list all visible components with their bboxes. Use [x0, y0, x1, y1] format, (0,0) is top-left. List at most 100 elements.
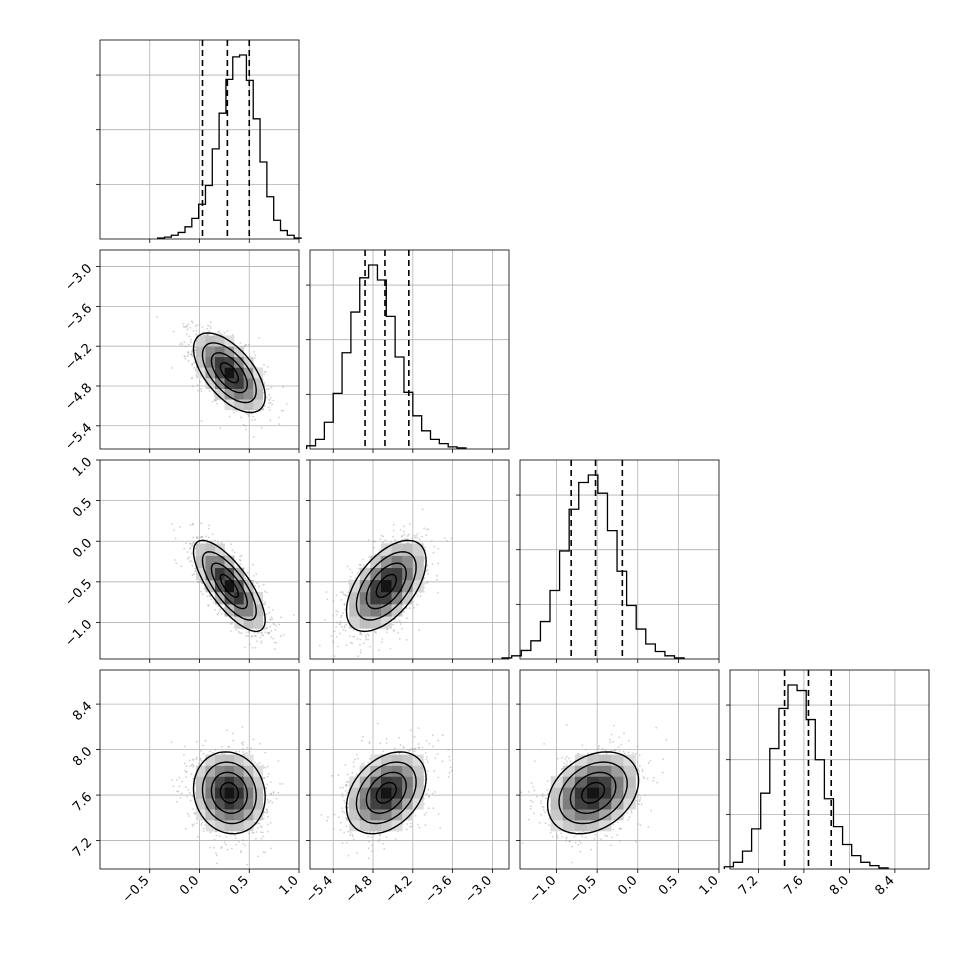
scatter-point — [247, 635, 250, 638]
scatter-point — [385, 631, 388, 634]
scatter-point — [269, 419, 272, 422]
density-1-0 — [192, 332, 266, 414]
scatter-point — [403, 611, 406, 613]
scatter-point — [248, 643, 251, 646]
density-cell — [224, 579, 235, 593]
density-cell — [195, 543, 206, 556]
scatter-point — [213, 393, 216, 396]
scatter-point — [278, 423, 281, 425]
scatter-point — [181, 780, 184, 783]
density-cell — [412, 543, 424, 556]
scatter-point — [400, 535, 403, 538]
scatter-point — [176, 779, 178, 781]
scatter-point — [272, 622, 275, 625]
scatter-point — [239, 342, 242, 344]
scatter-point — [256, 632, 259, 635]
scatter-point — [267, 632, 270, 635]
scatter-point — [199, 757, 202, 760]
scatter-point — [183, 754, 185, 756]
scatter-point — [191, 564, 194, 567]
scatter-point — [200, 580, 203, 583]
scatter-point — [339, 623, 341, 626]
scatter-point — [242, 744, 244, 746]
scatter-point — [397, 631, 399, 634]
scatter-point — [256, 640, 258, 643]
density-cell — [391, 579, 403, 593]
scatter-point — [203, 587, 206, 590]
scatter-point — [403, 538, 406, 541]
scatter-point — [262, 831, 264, 834]
scatter-point — [191, 542, 194, 545]
scatter-point — [344, 624, 346, 627]
scatter-point — [190, 354, 193, 356]
scatter-point — [243, 345, 246, 348]
density-cell — [243, 616, 254, 629]
contour — [201, 551, 257, 621]
scatter-point — [229, 622, 232, 625]
scatter-point — [214, 608, 217, 611]
scatter-point — [190, 353, 192, 355]
density-cell — [215, 378, 225, 389]
scatter-point — [273, 648, 276, 650]
scatter-point — [192, 330, 195, 332]
scatter-point — [217, 330, 220, 333]
scatter-point — [266, 664, 268, 666]
scatter-point — [191, 321, 194, 324]
scatter-point — [392, 535, 394, 538]
scatter-point — [190, 560, 193, 562]
scatter-point — [389, 647, 392, 650]
density-cell — [224, 367, 235, 379]
scatter-point — [274, 629, 277, 631]
scatter-point — [241, 726, 244, 728]
scatter-point — [245, 424, 247, 427]
scatter-point — [242, 741, 245, 744]
panel-grid-3-3 — [730, 670, 929, 869]
scatter-point — [263, 628, 266, 630]
scatter-point — [257, 855, 259, 858]
scatter-point — [359, 632, 362, 634]
density-cell — [380, 543, 392, 556]
scatter-point — [195, 758, 198, 761]
scatter-point — [194, 568, 196, 570]
scatter-point — [226, 848, 229, 851]
density-cell — [234, 604, 244, 617]
scatter-point — [346, 565, 349, 568]
scatter-point — [216, 402, 218, 405]
scatter-point — [197, 389, 200, 392]
scatter-point — [210, 598, 213, 601]
scatter-point — [446, 540, 448, 542]
scatter-point — [208, 524, 211, 527]
scatter-point — [186, 796, 188, 798]
scatter-point — [375, 631, 377, 634]
density-cell — [402, 555, 414, 569]
density-cell — [205, 346, 216, 358]
scatter-point — [252, 415, 255, 418]
scatter-point — [221, 752, 224, 755]
scatter-point — [339, 632, 341, 635]
scatter-point — [239, 555, 242, 558]
density-cell — [380, 604, 392, 617]
density-cell — [391, 567, 403, 581]
scatter-point — [218, 610, 221, 613]
density-cell — [412, 567, 424, 581]
scatter-point — [278, 416, 280, 419]
scatter-point — [373, 546, 375, 549]
density-cell — [349, 591, 361, 605]
scatter-point — [240, 416, 243, 419]
scatter-point — [418, 629, 421, 632]
scatter-point — [200, 760, 203, 762]
scatter-point — [190, 320, 193, 323]
scatter-point — [248, 750, 251, 753]
scatter-point — [172, 785, 175, 788]
scatter-point — [282, 386, 285, 389]
scatter-point — [421, 535, 424, 538]
scatter-point — [267, 606, 270, 609]
scatter-point — [244, 577, 247, 579]
scatter-point — [187, 351, 190, 353]
density-cell — [359, 579, 371, 593]
density-cell — [253, 616, 264, 629]
scatter-point — [188, 556, 191, 559]
scatter-point — [186, 333, 188, 336]
scatter-point — [234, 834, 236, 837]
